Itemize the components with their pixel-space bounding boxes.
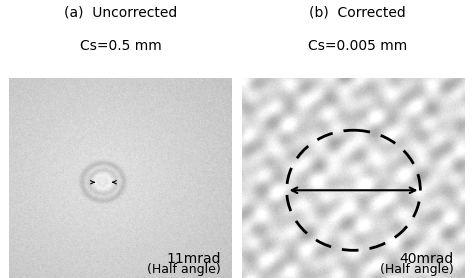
Text: (Half angle): (Half angle) bbox=[147, 263, 221, 276]
Text: (Half angle): (Half angle) bbox=[380, 263, 453, 276]
Text: (b)  Corrected: (b) Corrected bbox=[310, 6, 406, 19]
Text: 11mrad: 11mrad bbox=[167, 252, 221, 266]
Text: 40mrad: 40mrad bbox=[399, 252, 453, 266]
Text: (a)  Uncorrected: (a) Uncorrected bbox=[64, 6, 177, 19]
Text: Cs=0.5 mm: Cs=0.5 mm bbox=[80, 39, 162, 53]
Text: Cs=0.005 mm: Cs=0.005 mm bbox=[308, 39, 408, 53]
